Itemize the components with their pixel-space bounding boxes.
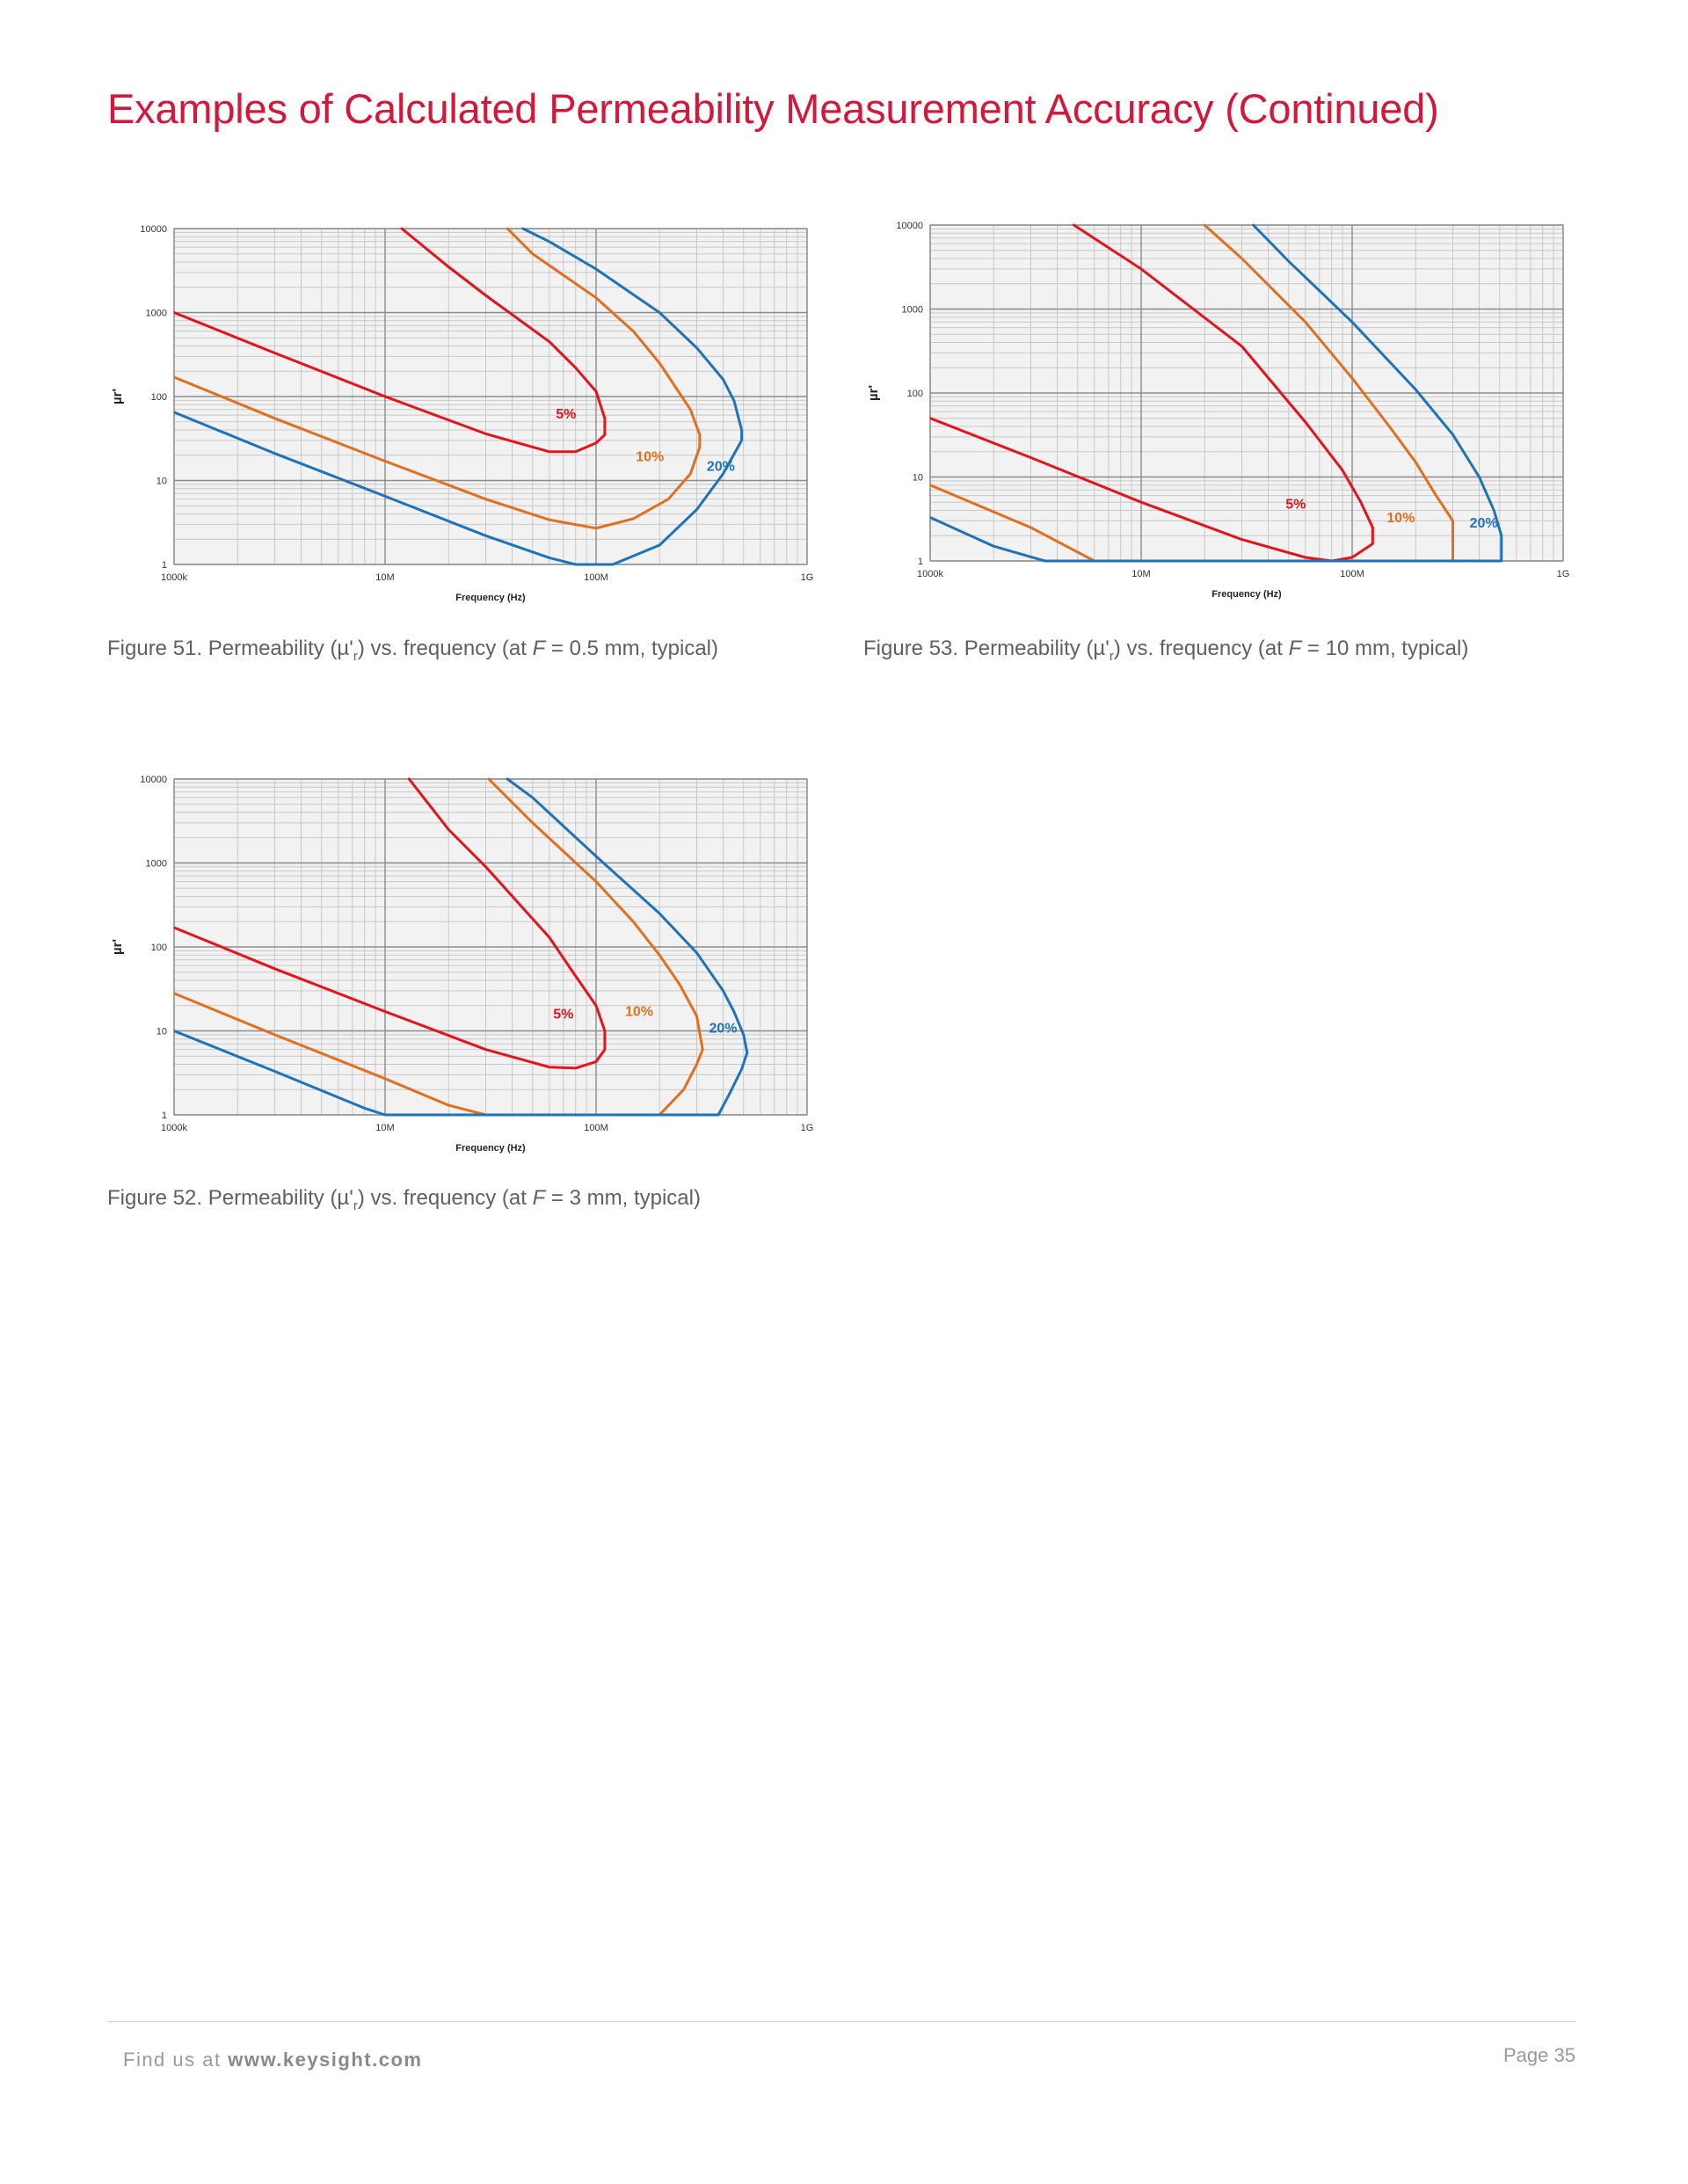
caption-text: = 0.5 mm, typical) xyxy=(545,637,718,660)
x-tick-label: 100M xyxy=(1340,569,1364,579)
caption-text: Figure 53. Permeability (µ' xyxy=(863,637,1110,660)
caption-text: = 10 mm, typical) xyxy=(1301,637,1469,660)
caption-text: ) vs. frequency (at xyxy=(1113,637,1289,660)
series-label-20pct: 20% xyxy=(1470,516,1498,531)
caption-subscript: r xyxy=(353,1198,358,1213)
x-tick-label: 10M xyxy=(375,572,394,583)
series-label-20pct: 20% xyxy=(707,460,735,475)
page-number: Page 35 xyxy=(1503,2044,1575,2066)
x-tick-label: 1000k xyxy=(161,1123,187,1133)
figure-52-caption: Figure 52. Permeability (µ'r) vs. freque… xyxy=(107,1186,701,1213)
caption-variable: F xyxy=(532,1186,546,1210)
y-tick-label: 10000 xyxy=(896,221,923,231)
y-tick-label: 10000 xyxy=(140,224,167,235)
y-tick-label: 1000 xyxy=(902,305,923,316)
figure-51-caption: Figure 51. Permeability (µ'r) vs. freque… xyxy=(107,637,718,664)
y-tick-label: 100 xyxy=(151,392,167,403)
y-tick-label: 100 xyxy=(907,389,923,399)
x-tick-label: 100M xyxy=(584,572,608,583)
series-line-10pct xyxy=(930,223,1454,563)
figure-53-chart: 1000k 10M 100M 1G 1 10 100 1000 10000 Frequency (… xyxy=(863,207,1584,612)
series-label-5pct: 5% xyxy=(556,407,576,422)
x-tick-label: 1000k xyxy=(917,569,943,579)
x-tick-label: 1000k xyxy=(161,572,187,583)
caption-variable: F xyxy=(1288,637,1302,660)
y-axis-label: µr' xyxy=(110,389,125,404)
caption-text: Figure 52. Permeability (µ' xyxy=(107,1186,353,1210)
caption-text: Figure 51. Permeability (µ' xyxy=(107,637,353,660)
x-tick-label: 10M xyxy=(1131,569,1150,579)
caption-subscript: r xyxy=(1109,648,1114,664)
y-tick-label: 10 xyxy=(156,1027,167,1037)
x-axis-label: Frequency (Hz) xyxy=(455,593,526,603)
figure-52-chart: 1000k 10M 100M 1G 1 10 100 1000 10000 Frequency (… xyxy=(107,761,828,1166)
caption-text: ) vs. frequency (at xyxy=(357,637,533,660)
figure-52-svg: 1000k 10M 100M 1G 1 10 100 1000 10000 Frequency (… xyxy=(110,775,814,1154)
footer-website-link[interactable]: www.keysight.com xyxy=(228,2049,423,2071)
footer-prefix: Find us at xyxy=(123,2049,229,2071)
series-label-20pct: 20% xyxy=(709,1022,737,1037)
series-label-10pct: 10% xyxy=(625,1005,653,1020)
y-tick-label: 1 xyxy=(162,1110,167,1121)
series-line-10pct xyxy=(174,777,704,1117)
figure-51-svg: 1000k 10M 100M 1G 1 10 100 1000 10000 Frequency (… xyxy=(110,224,814,603)
y-axis-label: µr' xyxy=(110,939,125,955)
x-tick-label: 10M xyxy=(375,1123,394,1133)
series-line-5pct xyxy=(174,777,607,1070)
y-tick-label: 10 xyxy=(913,473,923,484)
caption-text: = 3 mm, typical) xyxy=(545,1186,701,1210)
y-tick-label: 1000 xyxy=(146,859,167,870)
caption-text: ) vs. frequency (at xyxy=(357,1186,533,1210)
x-axis-label: Frequency (Hz) xyxy=(1211,589,1282,600)
series-label-5pct: 5% xyxy=(1285,497,1306,512)
y-tick-label: 1 xyxy=(162,560,167,571)
y-axis-label: µr' xyxy=(866,385,881,401)
caption-subscript: r xyxy=(353,648,358,664)
series-line-20pct xyxy=(174,227,744,566)
series-label-10pct: 10% xyxy=(636,449,664,464)
footer-find-us: Find us at www.keysight.com xyxy=(123,2049,422,2071)
figure-53-svg: 1000k 10M 100M 1G 1 10 100 1000 10000 Frequency (… xyxy=(866,221,1570,600)
y-tick-label: 1000 xyxy=(146,309,167,319)
x-tick-label: 1G xyxy=(1557,569,1570,579)
figure-53-caption: Figure 53. Permeability (µ'r) vs. freque… xyxy=(863,637,1468,664)
x-tick-label: 1G xyxy=(801,1123,814,1133)
series-label-10pct: 10% xyxy=(1386,511,1415,526)
footer-divider xyxy=(107,2021,1575,2022)
caption-variable: F xyxy=(532,637,546,660)
x-tick-label: 1G xyxy=(801,572,814,583)
page-title: Examples of Calculated Permeability Meas… xyxy=(107,85,1439,132)
y-tick-label: 1 xyxy=(918,557,923,567)
series-line-10pct xyxy=(174,227,702,530)
x-tick-label: 100M xyxy=(584,1123,608,1133)
series-line-5pct xyxy=(174,227,607,454)
figure-51-chart: 1000k 10M 100M 1G 1 10 100 1000 10000 Frequency (… xyxy=(107,211,828,615)
series-line-20pct xyxy=(174,777,749,1117)
y-tick-label: 100 xyxy=(151,943,167,953)
series-label-5pct: 5% xyxy=(553,1008,573,1023)
y-tick-label: 10 xyxy=(156,477,167,487)
plot-border xyxy=(173,228,808,565)
series-line-20pct xyxy=(930,223,1503,563)
series-line-5pct xyxy=(930,223,1374,563)
y-tick-label: 10000 xyxy=(140,775,167,785)
x-axis-label: Frequency (Hz) xyxy=(455,1143,526,1154)
